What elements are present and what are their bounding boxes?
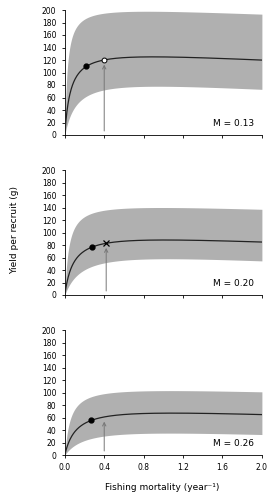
- Text: M = 0.26: M = 0.26: [213, 438, 254, 448]
- Text: M = 0.20: M = 0.20: [213, 278, 254, 287]
- Text: Fishing mortality (year⁻¹): Fishing mortality (year⁻¹): [105, 484, 219, 492]
- Text: Yield per recruit (g): Yield per recruit (g): [10, 186, 19, 274]
- Text: M = 0.13: M = 0.13: [213, 118, 254, 128]
